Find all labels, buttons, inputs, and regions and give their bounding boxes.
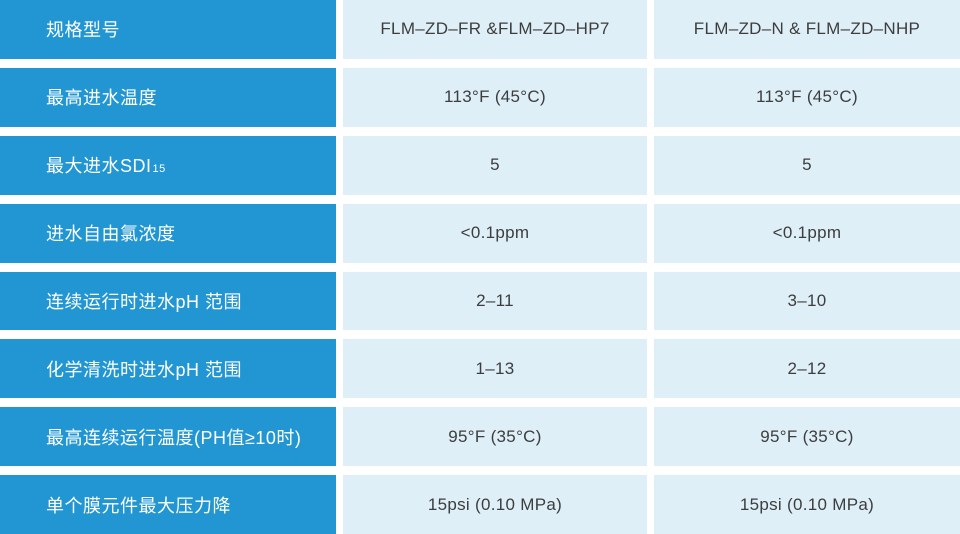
value-cell-col1: 113°F (45°C) [343,67,647,127]
value-text: 15psi (0.10 MPa) [739,494,875,514]
value-cell-col1: 1–13 [343,339,647,399]
value-cell-col1: 5 [343,135,647,195]
value-text: 95°F (35°C) [448,426,542,446]
value-cell-col1: 2–11 [343,271,647,331]
row-label-cell: 进水自由氯浓度 [0,203,336,263]
row-label-subscript: 15 [152,162,166,175]
row-label-text: 最大进水SDI [46,156,152,177]
value-cell-col2: <0.1ppm [654,203,960,263]
value-text: 15psi (0.10 MPa) [427,494,563,514]
value-text: <0.1ppm [460,223,530,243]
row-label-text: 最高连续运行温度(PH值≥10时) [46,427,302,448]
row-label-text: 单个膜元件最大压力降 [46,495,231,516]
value-cell-col1: <0.1ppm [343,203,647,263]
row-label-cell: 最高进水温度 [0,67,336,127]
row-label-text: 最高进水温度 [46,88,157,109]
row-label-text: 连续运行时进水pH 范围 [46,291,243,312]
value-text: 2–12 [787,358,827,378]
row-label-cell: 连续运行时进水pH 范围 [0,271,336,331]
header-label-text: 规格型号 [46,20,120,41]
value-cell-col2: 113°F (45°C) [654,67,960,127]
value-text: 113°F (45°C) [444,87,546,107]
value-cell-col2: 2–12 [654,339,960,399]
header-model-text-1: FLM–ZD–FR &FLM–ZD–HP7 [380,19,610,39]
value-cell-col2: 15psi (0.10 MPa) [654,475,960,534]
value-text: 5 [490,155,500,175]
value-text: 3–10 [787,290,827,310]
row-label-text: 进水自由氯浓度 [46,224,176,245]
header-label-cell: 规格型号 [0,0,336,59]
value-text: 1–13 [475,358,515,378]
row-label-cell: 最高连续运行温度(PH值≥10时) [0,407,336,467]
value-cell-col1: 15psi (0.10 MPa) [343,475,647,534]
value-cell-col1: 95°F (35°C) [343,407,647,467]
row-label-cell: 化学清洗时进水pH 范围 [0,339,336,399]
row-label-cell: 最大进水SDI 15 [0,135,336,195]
header-model-cell-2: FLM–ZD–N & FLM–ZD–NHP [654,0,960,59]
value-text: 113°F (45°C) [756,87,858,107]
header-model-text-2: FLM–ZD–N & FLM–ZD–NHP [693,19,921,39]
value-text: <0.1ppm [772,223,842,243]
row-label-text: 化学清洗时进水pH 范围 [46,359,243,380]
value-cell-col2: 95°F (35°C) [654,407,960,467]
row-label-cell: 单个膜元件最大压力降 [0,475,336,534]
value-cell-col2: 5 [654,135,960,195]
value-text: 95°F (35°C) [760,426,854,446]
value-text: 5 [802,155,812,175]
value-cell-col2: 3–10 [654,271,960,331]
value-text: 2–11 [476,290,514,310]
header-model-cell-1: FLM–ZD–FR &FLM–ZD–HP7 [343,0,647,59]
